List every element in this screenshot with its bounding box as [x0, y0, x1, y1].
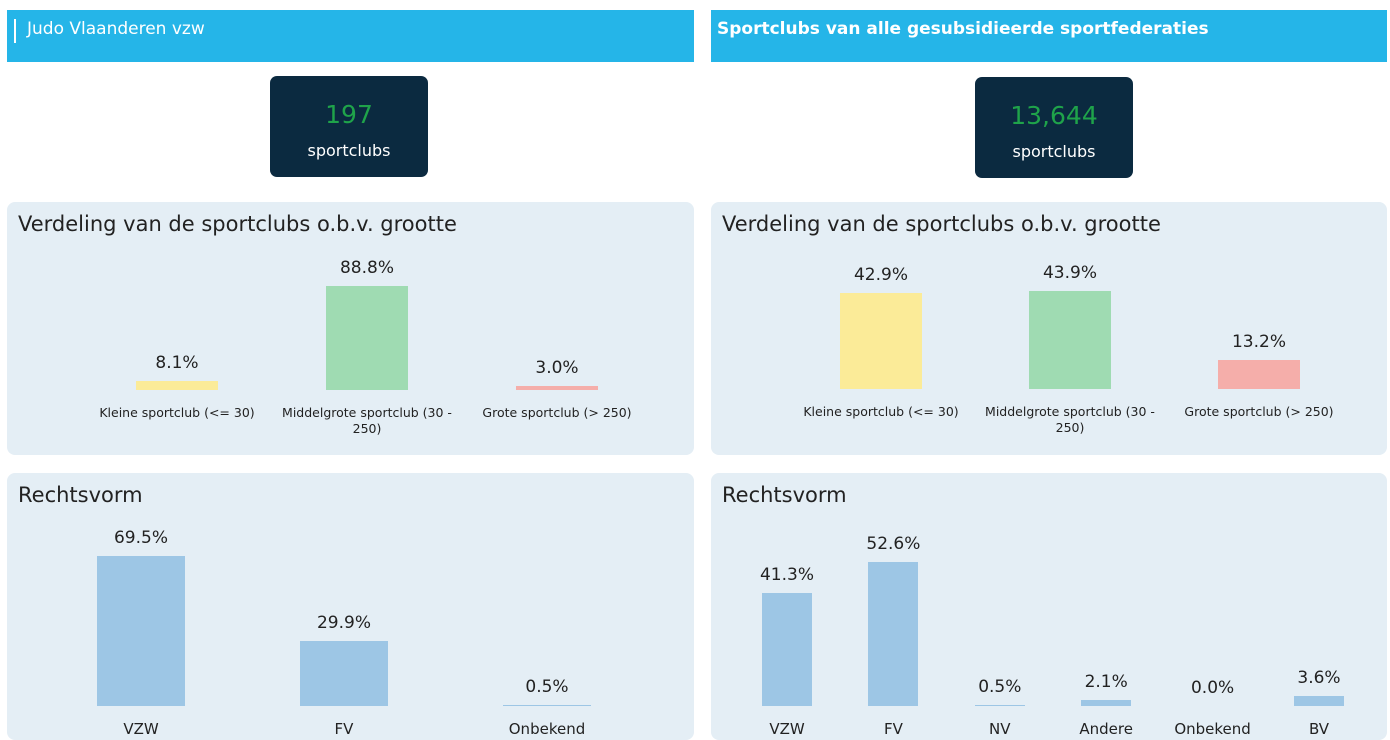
- data-label: 42.9%: [853, 265, 908, 286]
- kpi-value: 13,644: [1010, 101, 1098, 130]
- x-tick-label: Middelgrote sportclub (30 - 250): [985, 404, 1155, 435]
- kpi-value: 197: [325, 100, 373, 129]
- header: Judo Vlaanderen vzw: [7, 10, 694, 62]
- data-label: 0.5%: [978, 676, 1022, 697]
- chart-panel: Rechtsvorm 69.5% VZW 29.9% FV 0.5% Onbekend: [7, 473, 694, 740]
- bar: [974, 704, 1025, 706]
- bar: [326, 286, 408, 390]
- x-tick-label: NV: [989, 720, 1011, 738]
- chart-title: Verdeling van de sportclubs o.b.v. groot…: [722, 212, 1161, 236]
- data-label: 29.9%: [316, 613, 371, 634]
- x-tick-label: BV: [1308, 720, 1330, 738]
- data-label: 8.1%: [155, 352, 199, 373]
- bar: [840, 293, 922, 389]
- x-tick-label: Grote sportclub (> 250): [1184, 404, 1334, 419]
- kpi-unit: sportclubs: [1012, 142, 1096, 161]
- bar: [1081, 700, 1132, 706]
- bar: [868, 562, 919, 706]
- chart-panel: Rechtsvorm 41.3% VZW 52.6% FV 0.5% NV 2.1% Ander…: [711, 473, 1387, 740]
- bar: [762, 592, 812, 706]
- kpi-card: 197 sportclubs: [270, 76, 428, 177]
- chart-title: Rechtsvorm: [722, 483, 847, 507]
- bar: [516, 386, 598, 390]
- data-label: 52.6%: [866, 534, 921, 554]
- x-tick-label: Onbekend: [508, 720, 586, 738]
- x-tick-label: Andere: [1079, 720, 1133, 738]
- header: Sportclubs van alle gesubsidieerde sport…: [711, 10, 1387, 62]
- x-tick-label: Middelgrote sportclub (30 - 250): [282, 405, 452, 436]
- data-label: 69.5%: [113, 528, 168, 548]
- kpi-unit: sportclubs: [307, 141, 391, 160]
- bar: [136, 380, 218, 390]
- chart-title: Verdeling van de sportclubs o.b.v. groot…: [18, 212, 457, 236]
- data-label: 88.8%: [339, 258, 394, 278]
- x-tick-label: Grote sportclub (> 250): [482, 405, 632, 420]
- bar: [503, 704, 591, 706]
- x-tick-label: Kleine sportclub (<= 30): [803, 404, 959, 419]
- bar: [1294, 696, 1344, 706]
- bar: [97, 556, 185, 706]
- bar: [1029, 291, 1111, 389]
- data-label: 0.5%: [525, 676, 569, 697]
- chart-title: Rechtsvorm: [18, 483, 143, 507]
- data-label: 3.0%: [535, 358, 579, 379]
- x-tick-label: Kleine sportclub (<= 30): [99, 405, 255, 420]
- x-tick-label: FV: [334, 720, 354, 738]
- data-label: 13.2%: [1231, 331, 1286, 352]
- x-tick-label: Onbekend: [1174, 720, 1251, 738]
- data-label: 41.3%: [759, 564, 814, 585]
- chart-panel: Verdeling van de sportclubs o.b.v. groot…: [711, 202, 1387, 455]
- x-tick-label: FV: [883, 720, 903, 738]
- bar: [300, 641, 388, 706]
- bar: [1218, 359, 1300, 389]
- x-tick-label: VZW: [123, 720, 159, 738]
- data-label: 0.0%: [1190, 678, 1235, 698]
- kpi-card: 13,644 sportclubs: [975, 77, 1133, 178]
- chart-panel: Verdeling van de sportclubs o.b.v. groot…: [7, 202, 694, 455]
- x-tick-label: VZW: [769, 720, 805, 738]
- data-label: 43.9%: [1042, 263, 1097, 283]
- data-label: 2.1%: [1084, 672, 1128, 693]
- data-label: 3.6%: [1297, 668, 1341, 689]
